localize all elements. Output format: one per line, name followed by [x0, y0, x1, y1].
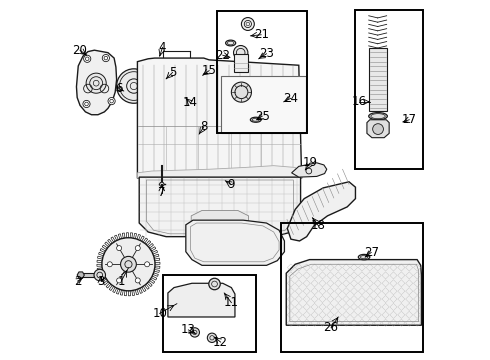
- Circle shape: [145, 262, 149, 267]
- Text: 19: 19: [303, 156, 318, 169]
- Circle shape: [117, 69, 151, 103]
- Polygon shape: [77, 272, 84, 278]
- Ellipse shape: [368, 113, 388, 120]
- Text: 3: 3: [97, 275, 104, 288]
- Circle shape: [102, 54, 109, 62]
- Circle shape: [135, 278, 140, 283]
- Text: 15: 15: [202, 64, 217, 77]
- Text: 13: 13: [181, 323, 196, 336]
- Circle shape: [192, 64, 196, 68]
- Text: 10: 10: [152, 307, 167, 320]
- Ellipse shape: [250, 117, 261, 122]
- Ellipse shape: [358, 255, 370, 260]
- Circle shape: [242, 18, 254, 31]
- Circle shape: [102, 238, 155, 291]
- Ellipse shape: [225, 40, 236, 46]
- Polygon shape: [184, 72, 193, 102]
- Text: 12: 12: [213, 336, 228, 348]
- Circle shape: [117, 246, 122, 251]
- Polygon shape: [367, 120, 389, 138]
- Text: 26: 26: [323, 321, 339, 334]
- Circle shape: [207, 333, 217, 342]
- Bar: [355, 10, 422, 169]
- Circle shape: [209, 278, 221, 290]
- Text: 20: 20: [73, 44, 88, 57]
- Polygon shape: [186, 220, 285, 265]
- Bar: [368, 48, 388, 111]
- Bar: [163, 275, 256, 352]
- Circle shape: [231, 82, 251, 102]
- Text: 6: 6: [115, 82, 122, 95]
- Text: 9: 9: [227, 178, 234, 191]
- Polygon shape: [137, 58, 302, 178]
- Polygon shape: [191, 211, 248, 234]
- Circle shape: [234, 45, 248, 60]
- Polygon shape: [292, 163, 327, 177]
- Circle shape: [190, 328, 199, 337]
- Text: 1: 1: [118, 275, 125, 288]
- Polygon shape: [220, 76, 306, 134]
- Text: 25: 25: [255, 110, 270, 123]
- Circle shape: [84, 55, 91, 62]
- Polygon shape: [76, 50, 117, 115]
- Text: 14: 14: [183, 96, 198, 109]
- Polygon shape: [286, 260, 421, 325]
- Polygon shape: [139, 177, 300, 237]
- Text: 17: 17: [402, 113, 416, 126]
- Bar: [217, 12, 307, 134]
- Text: 23: 23: [259, 47, 274, 60]
- Circle shape: [83, 100, 90, 108]
- Bar: [234, 54, 248, 72]
- Text: 27: 27: [364, 246, 379, 259]
- Text: 22: 22: [215, 49, 230, 62]
- Circle shape: [140, 66, 170, 96]
- Text: 5: 5: [169, 66, 176, 79]
- Text: 16: 16: [351, 95, 367, 108]
- Polygon shape: [137, 166, 302, 178]
- Text: 4: 4: [159, 41, 166, 54]
- Text: 2: 2: [74, 275, 81, 288]
- Circle shape: [160, 182, 164, 186]
- Circle shape: [135, 246, 140, 251]
- Bar: [281, 223, 422, 352]
- Text: 11: 11: [224, 296, 239, 309]
- Circle shape: [117, 278, 122, 283]
- Polygon shape: [287, 182, 355, 241]
- Circle shape: [373, 124, 383, 134]
- Circle shape: [94, 269, 105, 281]
- Text: 18: 18: [311, 219, 326, 233]
- Text: 7: 7: [158, 186, 166, 199]
- Text: 21: 21: [254, 28, 269, 41]
- Circle shape: [121, 256, 136, 272]
- Bar: [80, 273, 94, 277]
- Polygon shape: [168, 283, 235, 317]
- Text: 8: 8: [200, 121, 207, 134]
- Circle shape: [86, 73, 106, 93]
- Circle shape: [108, 98, 115, 105]
- Ellipse shape: [192, 131, 203, 137]
- Text: 24: 24: [283, 92, 298, 105]
- Circle shape: [107, 262, 112, 267]
